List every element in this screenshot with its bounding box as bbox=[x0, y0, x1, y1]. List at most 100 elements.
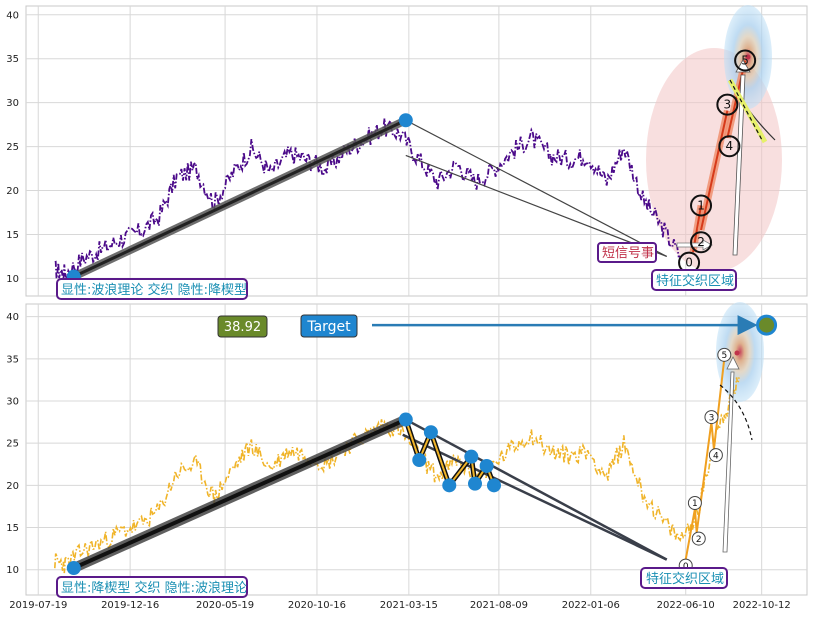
top-major-trend-core bbox=[73, 118, 407, 279]
bottom-target-arrow bbox=[372, 314, 778, 336]
bottom-x-tick-label: 2021-08-09 bbox=[470, 600, 528, 611]
top-white-arrow-1 bbox=[732, 74, 746, 256]
target-badge-text: Target bbox=[306, 319, 351, 335]
top-left-label-text: 显性:波浪理论 交织 隐性:降楔型 bbox=[61, 282, 247, 298]
top-wave-number: 0 bbox=[685, 256, 693, 270]
bottom-zigzag-node bbox=[479, 458, 494, 473]
top-trend-peak-dot bbox=[398, 113, 413, 128]
bottom-y-tick-labels: 10 15 20 25 30 35 40 bbox=[6, 312, 19, 576]
top-wave-number: 1 bbox=[697, 198, 705, 212]
top-yellow-segment bbox=[727, 78, 768, 144]
bottom-zigzag bbox=[398, 358, 726, 560]
bottom-wave-number: 3 bbox=[709, 413, 715, 423]
bottom-y-tick-label: 30 bbox=[6, 397, 19, 408]
bottom-impulse-line bbox=[684, 358, 726, 560]
bottom-wave-number: 2 bbox=[696, 535, 702, 545]
bottom-x-tick-label: 2021-03-15 bbox=[380, 600, 438, 611]
bottom-y-tick-label: 15 bbox=[6, 523, 19, 534]
bottom-y-tick-label: 40 bbox=[6, 312, 19, 323]
bottom-left-label-text: 显性:降楔型 交织 隐性:波浪理论 bbox=[61, 580, 247, 596]
bottom-zigzag-node bbox=[398, 412, 413, 427]
top-wave-circle bbox=[716, 93, 739, 116]
bottom-target-marker bbox=[756, 314, 778, 336]
bottom-x-tick-label: 2019-07-19 bbox=[9, 600, 67, 611]
bottom-price-series bbox=[54, 377, 740, 574]
top-y-tick-label: 40 bbox=[6, 10, 19, 21]
top-price-line bbox=[54, 117, 681, 281]
top-projection-line bbox=[405, 119, 668, 257]
top-wave-number: 5 bbox=[741, 53, 749, 67]
current-value-badge: 38.92 bbox=[217, 315, 268, 338]
bottom-projection-curve bbox=[719, 384, 753, 441]
bottom-zigzag-node bbox=[442, 478, 457, 493]
bottom-trend-start-dot bbox=[66, 561, 81, 576]
bottom-trend-lines bbox=[66, 414, 668, 576]
bottom-x-tick-label: 2020-10-16 bbox=[288, 600, 346, 611]
target-badge: Target bbox=[300, 314, 358, 338]
top-wave-number: 4 bbox=[726, 139, 734, 153]
top-signal-box: 短信号事 bbox=[597, 242, 657, 263]
top-wave-number: 3 bbox=[724, 98, 732, 112]
top-left-label-box: 显性:波浪理论 交织 隐性:降楔型 bbox=[56, 278, 248, 300]
top-dash-segment bbox=[729, 79, 763, 141]
top-wave-circle bbox=[734, 49, 757, 72]
bottom-major-trend-core bbox=[72, 417, 407, 570]
top-target-dot bbox=[745, 54, 751, 60]
top-trend-lines bbox=[66, 113, 668, 284]
bottom-y-tick-label: 10 bbox=[6, 565, 19, 576]
bottom-white-arrow-head bbox=[726, 356, 740, 370]
current-value-text: 38.92 bbox=[224, 320, 261, 335]
bottom-wave-circle bbox=[691, 531, 706, 546]
top-price-series bbox=[54, 117, 681, 281]
top-impulse-line bbox=[700, 110, 729, 231]
bottom-wedge-line bbox=[405, 418, 668, 561]
bottom-y-tick-label: 20 bbox=[6, 481, 19, 492]
top-signal-text: 短信号事 bbox=[602, 246, 654, 261]
top-right-label-text: 特征交织区域 bbox=[656, 273, 734, 289]
bottom-target-dot bbox=[734, 350, 740, 356]
bottom-x-tick-label: 2019-12-16 bbox=[101, 600, 159, 611]
bottom-wave-number: 5 bbox=[721, 351, 727, 361]
bottom-wave-circle bbox=[687, 495, 702, 510]
bottom-y-tick-label: 35 bbox=[6, 354, 19, 365]
top-y-tick-label: 20 bbox=[6, 186, 19, 197]
top-y-tick-labels: 10 15 20 25 30 35 40 bbox=[6, 10, 19, 285]
bottom-y-tick-label: 25 bbox=[6, 439, 19, 450]
bottom-wedge-line bbox=[402, 433, 668, 561]
bottom-wave-circle bbox=[717, 347, 732, 362]
top-y-tick-label: 35 bbox=[6, 54, 19, 65]
bottom-price-line bbox=[54, 377, 740, 574]
top-wave-circle bbox=[718, 135, 741, 158]
bottom-wave-number: 4 bbox=[713, 451, 719, 461]
top-wave-circle bbox=[690, 231, 713, 254]
bottom-right-label-text: 特征交织区域 bbox=[646, 571, 724, 587]
top-y-tick-label: 25 bbox=[6, 142, 19, 153]
top-wave-number: 2 bbox=[697, 235, 705, 249]
top-wave-labels: 0 1 2 3 4 5 bbox=[678, 49, 757, 274]
bottom-x-tick-labels: 2019-07-19 2019-12-16 2020-05-19 2020-10-16… bbox=[9, 600, 791, 611]
bottom-x-tick-label: 2022-10-12 bbox=[733, 600, 791, 611]
bottom-x-tick-label: 2020-05-19 bbox=[196, 600, 254, 611]
bottom-wave-circle bbox=[708, 448, 723, 463]
bottom-wave-number: 0 bbox=[683, 562, 689, 572]
top-y-tick-label: 30 bbox=[6, 98, 19, 109]
bottom-zigzag-node bbox=[412, 453, 427, 468]
bottom-zigzag-node bbox=[423, 425, 438, 440]
bottom-x-tick-label: 2022-06-10 bbox=[657, 600, 715, 611]
bottom-x-tick-label: 2022-01-06 bbox=[562, 600, 620, 611]
bottom-zigzag-node bbox=[464, 449, 479, 464]
top-projection-line bbox=[405, 154, 667, 258]
bottom-zigzag-node bbox=[486, 478, 501, 493]
bottom-left-label-box: 显性:降楔型 交织 隐性:波浪理论 bbox=[56, 576, 248, 598]
top-white-arrow-2 bbox=[676, 239, 713, 251]
top-y-tick-label: 15 bbox=[6, 230, 19, 241]
top-wave-circle bbox=[690, 194, 713, 217]
bottom-white-arrow bbox=[722, 371, 735, 553]
top-right-label-box: 特征交织区域 bbox=[651, 269, 737, 291]
bottom-right-label-box: 特征交织区域 bbox=[640, 567, 728, 589]
bottom-zigzag-node bbox=[467, 476, 482, 491]
